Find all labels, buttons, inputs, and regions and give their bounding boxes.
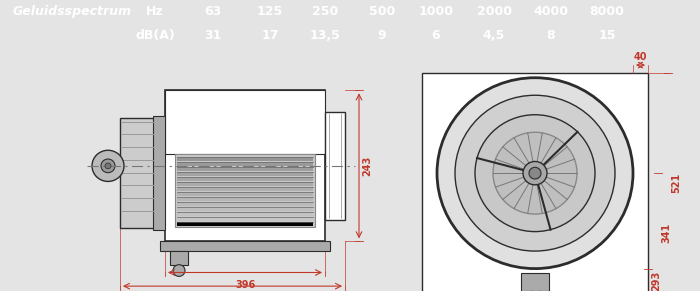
Bar bbox=[170, 251, 188, 265]
Text: Hz: Hz bbox=[146, 6, 164, 18]
Text: 15: 15 bbox=[598, 29, 616, 42]
Circle shape bbox=[173, 265, 185, 276]
Bar bbox=[160, 241, 330, 251]
Text: 1000: 1000 bbox=[419, 6, 454, 18]
Text: dB(A): dB(A) bbox=[135, 29, 175, 42]
Text: Geluidsspectrum: Geluidsspectrum bbox=[13, 6, 132, 18]
Circle shape bbox=[475, 115, 595, 232]
Bar bbox=[177, 217, 313, 221]
Text: 13,5: 13,5 bbox=[309, 29, 340, 42]
Text: 341: 341 bbox=[661, 223, 671, 243]
Bar bbox=[177, 202, 313, 206]
Bar bbox=[177, 207, 313, 211]
Bar bbox=[177, 172, 313, 176]
Text: 250: 250 bbox=[312, 6, 338, 18]
Text: 6: 6 bbox=[432, 29, 440, 42]
Text: 293: 293 bbox=[651, 271, 661, 291]
Text: 17: 17 bbox=[261, 29, 279, 42]
Text: 4,5: 4,5 bbox=[483, 29, 505, 42]
Bar bbox=[177, 182, 313, 186]
Bar bbox=[165, 91, 325, 154]
Text: 2000: 2000 bbox=[477, 6, 512, 18]
Bar bbox=[521, 274, 549, 291]
Circle shape bbox=[529, 167, 541, 179]
Text: 40: 40 bbox=[634, 52, 648, 62]
Text: 4000: 4000 bbox=[533, 6, 568, 18]
Circle shape bbox=[523, 162, 547, 185]
Circle shape bbox=[493, 132, 577, 214]
Bar bbox=[177, 192, 313, 196]
Bar bbox=[177, 167, 313, 171]
Circle shape bbox=[101, 159, 115, 173]
Circle shape bbox=[92, 150, 124, 182]
Text: 125: 125 bbox=[257, 6, 283, 18]
Bar bbox=[177, 177, 313, 181]
Bar bbox=[153, 116, 165, 230]
Bar bbox=[422, 73, 648, 291]
Bar bbox=[177, 187, 313, 191]
Text: 500: 500 bbox=[369, 6, 395, 18]
Bar bbox=[177, 157, 313, 161]
Text: 396: 396 bbox=[235, 280, 255, 290]
Text: 8: 8 bbox=[547, 29, 555, 42]
Circle shape bbox=[455, 95, 615, 251]
Bar bbox=[120, 118, 155, 228]
Circle shape bbox=[437, 78, 633, 269]
Bar bbox=[165, 91, 325, 241]
Bar bbox=[177, 197, 313, 201]
Text: 8000: 8000 bbox=[589, 6, 624, 18]
Bar bbox=[175, 154, 315, 227]
Text: 9: 9 bbox=[378, 29, 386, 42]
Text: 63: 63 bbox=[204, 6, 222, 18]
Text: 31: 31 bbox=[204, 29, 222, 42]
Text: 521: 521 bbox=[671, 173, 681, 193]
Text: 243: 243 bbox=[362, 156, 372, 176]
Bar bbox=[177, 212, 313, 216]
Bar bbox=[177, 162, 313, 166]
Bar bbox=[177, 222, 313, 226]
Bar bbox=[325, 112, 345, 220]
Circle shape bbox=[105, 163, 111, 169]
